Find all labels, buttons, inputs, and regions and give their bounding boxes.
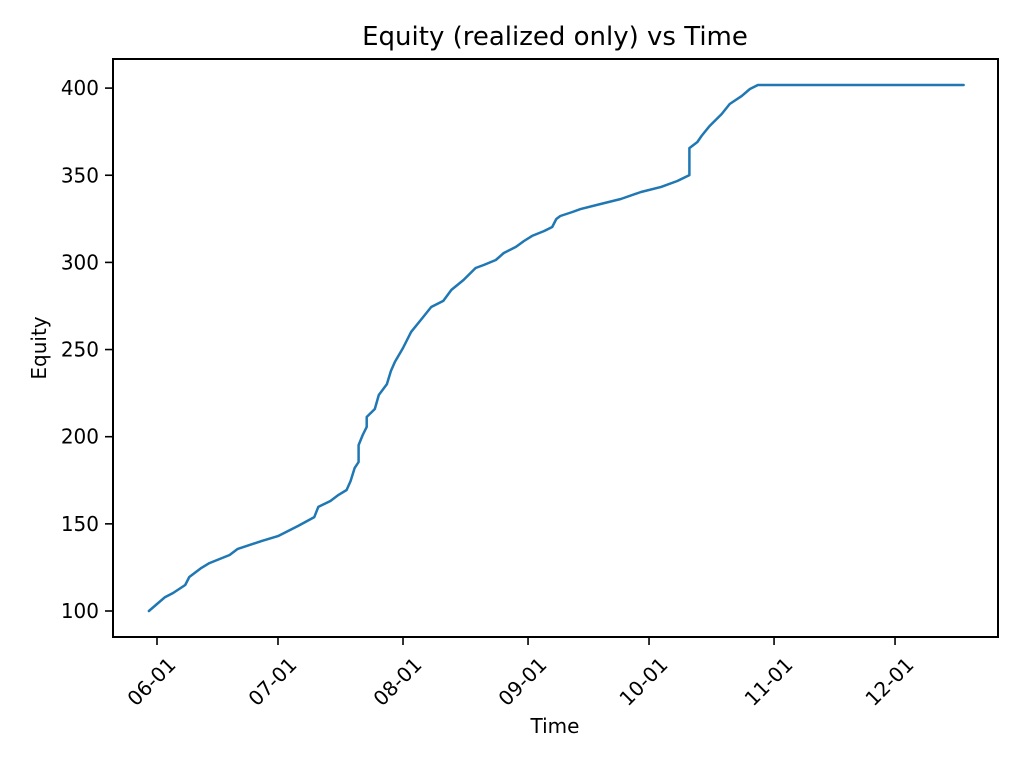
x-axis-label: Time	[530, 714, 580, 738]
y-axis-ticks: 100 150 200 250 300 350 400	[61, 76, 113, 623]
y-axis-label: Equity	[27, 316, 51, 379]
x-axis-ticks: 06-01 07-01 08-01 09-01 10-01 11-01 12-01	[122, 637, 919, 711]
y-tick-label: 350	[61, 163, 99, 187]
equity-series-line	[147, 83, 965, 613]
y-tick-label: 150	[61, 512, 99, 536]
y-tick-label: 250	[61, 338, 99, 362]
x-tick-label: 11-01	[740, 653, 798, 711]
y-tick-label: 300	[61, 250, 99, 274]
y-tick-label: 400	[61, 76, 99, 100]
x-tick-label: 08-01	[368, 653, 426, 711]
x-tick-label: 07-01	[243, 653, 301, 711]
plot-area	[112, 58, 999, 638]
y-tick-label: 100	[61, 599, 99, 623]
x-tick-label: 12-01	[861, 653, 919, 711]
x-tick-label: 10-01	[614, 653, 672, 711]
x-tick-label: 06-01	[122, 653, 180, 711]
chart-title: Equity (realized only) vs Time	[362, 22, 748, 52]
y-tick-label: 200	[61, 425, 99, 449]
x-tick-label: 09-01	[494, 653, 552, 711]
